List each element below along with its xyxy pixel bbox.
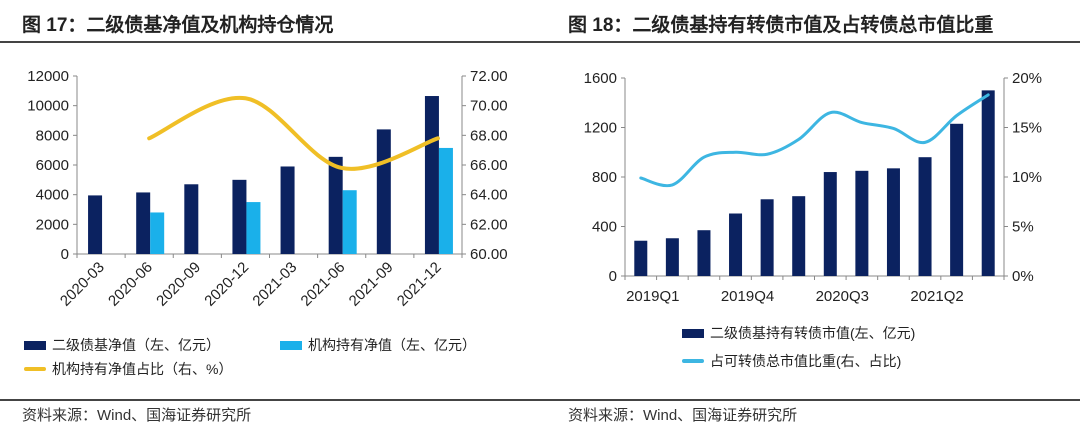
y-tick-label: 0: [609, 268, 617, 285]
x-tick-label: 2021Q2: [910, 288, 963, 305]
x-tick-label: 2020-09: [153, 259, 204, 310]
bar: [88, 195, 103, 254]
y2-tick-label: 64.00: [470, 187, 508, 204]
y2-tick-label: 70.00: [470, 98, 508, 115]
x-tick-label: 2020-06: [105, 259, 156, 310]
y2-tick-label: 72.00: [470, 68, 508, 85]
y-tick-label: 8000: [36, 127, 69, 144]
legend-label: 占可转债总市值比重(右、占比): [710, 353, 902, 369]
bar: [855, 170, 869, 276]
bar: [136, 192, 151, 254]
y2-tick-label: 5%: [1012, 219, 1034, 236]
y2-tick-label: 60.00: [470, 246, 508, 263]
legend-item-1: 二级债基净值（左、亿元）: [24, 335, 220, 355]
y2-tick-label: 15%: [1012, 120, 1042, 137]
x-tick-label: 2021-09: [346, 259, 397, 310]
legend-swatch: [24, 367, 46, 371]
source-divider: [0, 399, 1080, 401]
title-divider: [0, 41, 1080, 43]
bar: [918, 157, 932, 276]
bar: [981, 90, 995, 276]
x-tick-label: 2020Q3: [816, 288, 869, 305]
legend-swatch: [682, 328, 704, 338]
y-tick-label: 1200: [584, 120, 617, 137]
x-tick-label: 2021-03: [249, 259, 300, 310]
bar: [232, 179, 247, 254]
bar: [376, 129, 391, 254]
x-tick-label: 2019Q1: [626, 288, 679, 305]
legend-item-4: 二级债基持有转债市值(左、亿元): [682, 323, 915, 343]
legend-label: 机构持有净值占比（右、%）: [52, 361, 233, 377]
y2-tick-label: 10%: [1012, 169, 1042, 186]
y2-tick-label: 68.00: [470, 127, 508, 144]
chart1-title: 图 17：二级债基净值及机构持仓情况: [22, 15, 334, 36]
legend-label: 机构持有净值（左、亿元）: [308, 337, 476, 353]
legend-swatch: [280, 340, 302, 350]
line-series: [147, 95, 440, 171]
bar: [438, 147, 453, 254]
x-tick-label: 2021-12: [394, 259, 445, 310]
legend-item-2: 机构持有净值（左、亿元）: [280, 335, 476, 355]
bar: [246, 202, 261, 254]
bar: [184, 184, 199, 254]
legend-swatch: [682, 359, 704, 363]
bar: [792, 196, 806, 276]
bar: [424, 96, 439, 255]
bar: [328, 156, 343, 254]
legend-label: 二级债基持有转债市值(左、亿元): [710, 325, 916, 341]
bar: [760, 199, 774, 276]
y2-tick-label: 62.00: [470, 216, 508, 233]
legend-swatch: [24, 340, 46, 350]
legend-item-5: 占可转债总市值比重(右、占比): [682, 351, 901, 371]
x-tick-label: 2021-06: [298, 259, 349, 310]
bar: [150, 212, 165, 254]
chart1-source: 资料来源：Wind、国海证券研究所: [22, 407, 252, 424]
legend-label: 二级债基净值（左、亿元）: [52, 337, 220, 353]
bar: [634, 240, 648, 276]
y2-tick-label: 20%: [1012, 70, 1042, 87]
bar: [697, 230, 711, 276]
legend-item-3: 机构持有净值占比（右、%）: [24, 359, 232, 379]
y-tick-label: 6000: [36, 157, 69, 174]
bar: [342, 190, 357, 254]
bar: [950, 123, 964, 276]
y-tick-label: 12000: [27, 68, 69, 85]
y2-tick-label: 66.00: [470, 157, 508, 174]
bar: [823, 172, 837, 276]
y-tick-label: 400: [592, 219, 617, 236]
y-tick-label: 4000: [36, 187, 69, 204]
bar: [729, 213, 743, 276]
y-tick-label: 10000: [27, 98, 69, 115]
y-tick-label: 1600: [584, 70, 617, 87]
line-series: [639, 93, 990, 188]
bar: [665, 238, 679, 276]
y-tick-label: 800: [592, 169, 617, 186]
y-tick-label: 0: [61, 246, 69, 263]
x-tick-label: 2020-12: [201, 259, 252, 310]
y-tick-label: 2000: [36, 216, 69, 233]
y2-tick-label: 0%: [1012, 268, 1034, 285]
chart2-title: 图 18：二级债基持有转债市值及占转债总市值比重: [568, 15, 994, 36]
x-tick-label: 2020-03: [57, 259, 108, 310]
chart2-source: 资料来源：Wind、国海证券研究所: [568, 407, 798, 424]
x-tick-label: 2019Q4: [721, 288, 774, 305]
bar: [886, 168, 900, 276]
bar: [280, 166, 295, 254]
